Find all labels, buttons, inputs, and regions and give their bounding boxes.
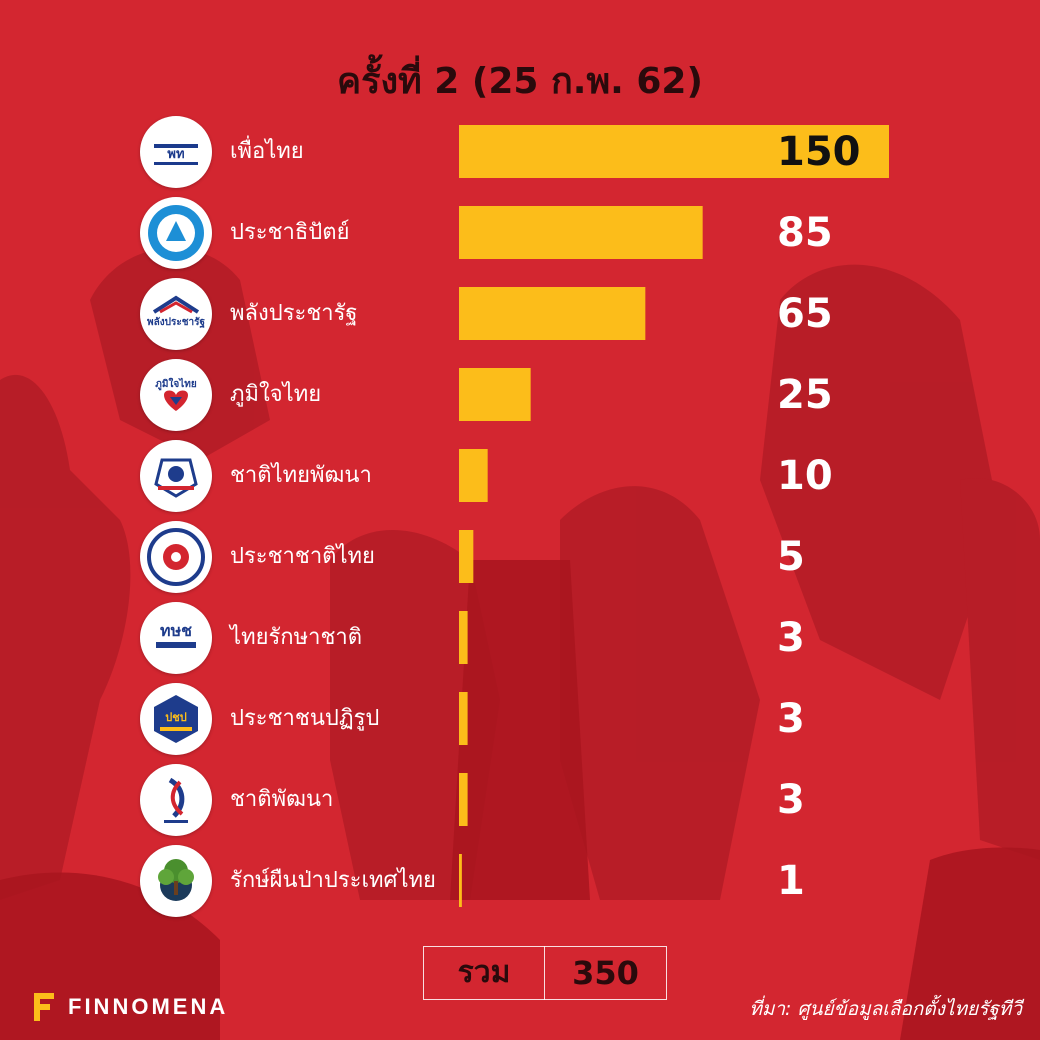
pracha-chon-patiroop-logo-icon: ปชป	[140, 682, 212, 755]
value-label: 3	[777, 695, 805, 742]
value-label: 25	[777, 371, 833, 418]
democrat-party-logo-icon	[140, 196, 212, 269]
finnomena-mark-icon	[34, 993, 54, 1021]
forest-party-logo-icon	[140, 844, 212, 917]
total-divider	[544, 946, 545, 1000]
party-name: ชาติไทยพัฒนา	[230, 462, 372, 488]
party-name: ประชาชนปฏิรูป	[230, 705, 380, 731]
brand-logo: FINNOMENA	[30, 990, 228, 1024]
bar	[459, 854, 462, 907]
logo-text: ทษช	[160, 621, 192, 640]
total-box	[423, 946, 667, 1000]
logo-text: ปชป	[165, 711, 186, 724]
value-label: 5	[777, 533, 805, 580]
bhumjaithai-logo-icon: ภูมิใจไทย	[140, 358, 212, 431]
party-name: พลังประชารัฐ	[230, 300, 358, 326]
value-label: 150	[777, 128, 861, 175]
total-value: 350	[572, 954, 639, 992]
chart-title: ครั้งที่ 2 (25 ก.พ. 62)	[337, 61, 703, 102]
bar	[459, 692, 468, 745]
source-note: ที่มา: ศูนย์ข้อมูลเลือกตั้งไทยรัฐทีวี	[749, 998, 1022, 1020]
bar	[459, 368, 531, 421]
bar	[459, 611, 468, 664]
party-name: ภูมิใจไทย	[230, 381, 322, 407]
bar	[459, 449, 488, 502]
party-name: เพื่อไทย	[230, 138, 304, 164]
thai-raksa-chart-logo-icon: ทษช	[140, 601, 212, 674]
logo-text: ภูมิใจไทย	[155, 377, 197, 391]
brand-name: FINNOMENA	[68, 994, 229, 1019]
logo-text: พท	[167, 147, 184, 162]
value-label: 1	[777, 857, 805, 904]
bar	[459, 287, 646, 340]
value-label: 3	[777, 776, 805, 823]
value-label: 10	[777, 452, 833, 499]
bar	[459, 773, 468, 826]
logo-text: พลังประชารัฐ	[147, 316, 205, 328]
party-name: ประชาชาติไทย	[230, 543, 375, 569]
total-label: รวม	[457, 955, 511, 990]
bar	[459, 530, 474, 583]
party-name: ไทยรักษาชาติ	[230, 624, 363, 650]
party-name: รักษ์ผืนป่าประเทศไทย	[230, 867, 436, 893]
bar	[459, 206, 703, 259]
chartthaipattana-logo-icon	[140, 439, 212, 512]
palang-pracharath-logo-icon: พลังประชารัฐ	[140, 277, 212, 350]
value-label: 85	[777, 209, 833, 256]
party-name: ชาติพัฒนา	[230, 786, 334, 812]
value-label: 65	[777, 290, 833, 337]
prachachart-logo-icon	[140, 520, 212, 593]
pheu-thai-logo-icon: พท	[140, 115, 212, 188]
party-name: ประชาธิปัตย์	[230, 219, 350, 245]
chart-pattana-logo-icon	[140, 763, 212, 836]
value-label: 3	[777, 614, 805, 661]
